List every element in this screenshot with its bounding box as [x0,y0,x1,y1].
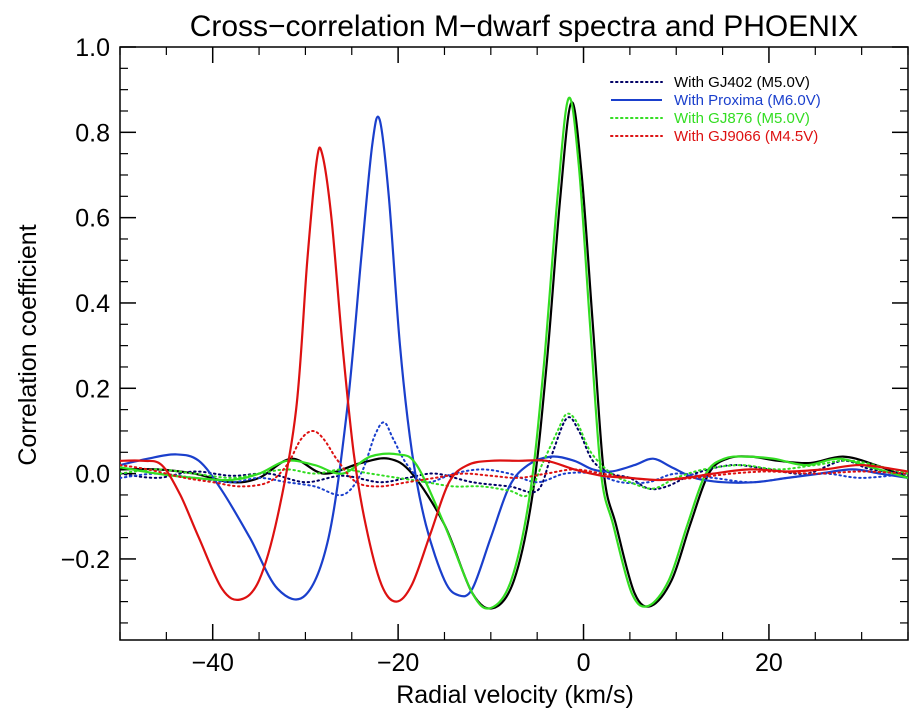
x-tick-label: 20 [755,649,783,677]
series-line-0 [120,101,908,610]
x-tick-label: 0 [577,649,591,677]
y-tick-label: 1.0 [75,34,110,62]
series-layer [120,96,908,610]
y-tick-label: 0.6 [75,205,110,233]
x-axis-label: Radial velocity (km/s) [396,681,634,709]
axes-layer: −40 −20 0 20 −0.2 0.0 0.2 0.4 0.6 0.8 1.0 [61,34,909,677]
series-line-4 [120,96,908,610]
series-line-6 [120,146,908,603]
y-tick-label: 0.4 [75,290,110,318]
y-tick-label: 0.0 [75,461,110,489]
x-tick-label: −40 [191,649,233,677]
y-tick-label: 0.8 [75,119,110,147]
y-tick-label: −0.2 [61,546,110,574]
y-tick-label: 0.2 [75,375,110,403]
y-axis-label: Correlation coefficient [14,224,42,465]
series-line-2 [120,115,908,601]
legend-label: With GJ402 (M5.0V) [674,74,810,91]
legend-label: With Proxima (M6.0V) [674,92,821,109]
series-line-3 [120,421,908,497]
legend-label: With GJ876 (M5.0V) [674,110,810,127]
chart-title: Cross−correlation M−dwarf spectra and PH… [190,10,859,43]
x-tick-label: −20 [377,649,419,677]
series-line-1 [120,416,908,494]
series-line-7 [120,430,908,488]
legend: With GJ402 (M5.0V)With Proxima (M6.0V)Wi… [610,74,821,145]
legend-label: With GJ9066 (M4.5V) [674,128,818,145]
plot-frame [119,46,909,641]
series-line-5 [120,412,908,498]
